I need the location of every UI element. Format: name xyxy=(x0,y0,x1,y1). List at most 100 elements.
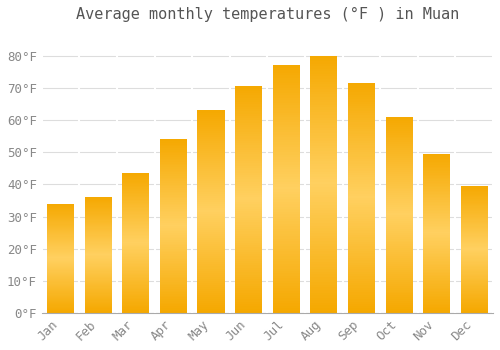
Bar xyxy=(235,182,262,184)
Bar xyxy=(386,260,412,262)
Bar xyxy=(423,198,450,200)
Bar xyxy=(423,307,450,308)
Bar xyxy=(160,292,187,294)
Bar xyxy=(460,238,488,239)
Bar xyxy=(84,246,112,247)
Bar xyxy=(198,236,224,238)
Bar xyxy=(235,188,262,191)
Bar xyxy=(84,265,112,266)
Bar xyxy=(160,186,187,188)
Bar xyxy=(423,211,450,213)
Bar xyxy=(348,286,375,288)
Bar xyxy=(198,276,224,279)
Bar xyxy=(235,127,262,130)
Bar xyxy=(47,230,74,231)
Bar xyxy=(460,224,488,225)
Bar xyxy=(47,206,74,207)
Bar xyxy=(160,141,187,143)
Bar xyxy=(47,276,74,277)
Bar xyxy=(122,292,150,294)
Bar xyxy=(160,218,187,219)
Bar xyxy=(460,261,488,262)
Bar xyxy=(310,161,338,164)
Bar xyxy=(310,192,338,195)
Bar xyxy=(272,268,300,271)
Bar xyxy=(235,113,262,116)
Bar xyxy=(423,243,450,245)
Bar xyxy=(235,274,262,277)
Bar xyxy=(423,286,450,288)
Bar xyxy=(84,285,112,286)
Bar xyxy=(122,245,150,246)
Bar xyxy=(348,279,375,281)
Bar xyxy=(310,179,338,182)
Bar xyxy=(47,307,74,308)
Bar xyxy=(235,293,262,295)
Bar xyxy=(84,281,112,282)
Bar xyxy=(47,208,74,209)
Bar xyxy=(348,235,375,237)
Bar xyxy=(423,154,450,155)
Bar xyxy=(348,194,375,196)
Bar xyxy=(198,173,224,175)
Bar xyxy=(423,283,450,285)
Bar xyxy=(198,186,224,188)
Bar xyxy=(423,203,450,205)
Bar xyxy=(122,183,150,184)
Bar xyxy=(84,304,112,305)
Bar xyxy=(310,105,338,107)
Bar xyxy=(386,209,412,211)
Bar xyxy=(198,222,224,224)
Bar xyxy=(460,234,488,236)
Bar xyxy=(272,125,300,127)
Bar xyxy=(235,98,262,100)
Bar xyxy=(423,267,450,268)
Bar xyxy=(423,218,450,219)
Bar xyxy=(460,248,488,250)
Bar xyxy=(235,243,262,245)
Bar xyxy=(423,187,450,189)
Bar xyxy=(460,247,488,248)
Bar xyxy=(386,244,412,246)
Bar xyxy=(84,266,112,267)
Bar xyxy=(235,214,262,216)
Bar xyxy=(198,252,224,254)
Bar xyxy=(84,312,112,313)
Bar xyxy=(423,227,450,229)
Bar xyxy=(122,173,150,175)
Bar xyxy=(272,206,300,209)
Bar xyxy=(47,277,74,278)
Bar xyxy=(272,284,300,286)
Bar xyxy=(310,79,338,82)
Bar xyxy=(160,271,187,273)
Bar xyxy=(47,279,74,280)
Bar xyxy=(160,211,187,212)
Bar xyxy=(310,82,338,84)
Bar xyxy=(460,214,488,215)
Bar xyxy=(423,160,450,162)
Bar xyxy=(47,255,74,256)
Bar xyxy=(198,133,224,135)
Bar xyxy=(84,260,112,261)
Bar xyxy=(84,218,112,219)
Bar xyxy=(235,211,262,213)
Bar xyxy=(272,278,300,281)
Bar xyxy=(310,257,338,259)
Bar xyxy=(235,161,262,163)
Bar xyxy=(47,303,74,304)
Bar xyxy=(122,231,150,232)
Bar xyxy=(235,102,262,105)
Bar xyxy=(84,308,112,310)
Bar xyxy=(423,159,450,160)
Bar xyxy=(423,170,450,172)
Bar xyxy=(386,189,412,191)
Bar xyxy=(122,224,150,225)
Bar xyxy=(460,309,488,310)
Bar xyxy=(84,273,112,274)
Bar xyxy=(272,103,300,105)
Bar xyxy=(310,210,338,213)
Bar xyxy=(198,155,224,157)
Bar xyxy=(310,295,338,298)
Bar xyxy=(348,159,375,161)
Bar xyxy=(460,241,488,242)
